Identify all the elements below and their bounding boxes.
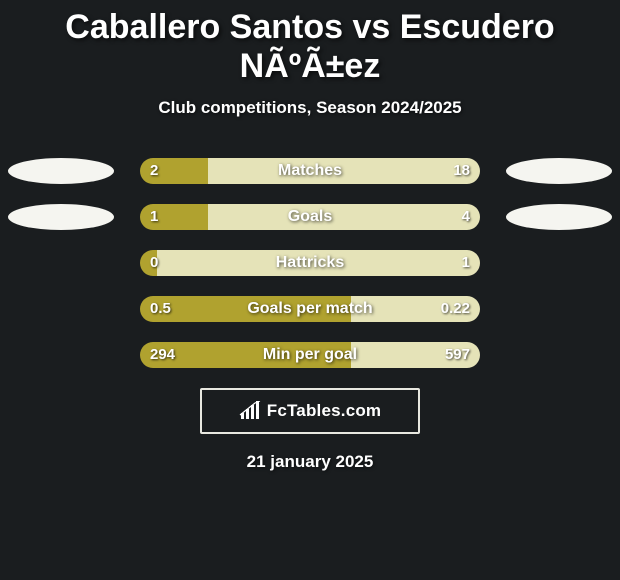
row-label: Hattricks [140, 250, 480, 276]
player-right-ellipse [506, 158, 612, 184]
stat-row: 218Matches [0, 158, 620, 184]
page-title: Caballero Santos vs Escudero NÃºÃ±ez [0, 8, 620, 86]
player-left-ellipse [8, 158, 114, 184]
bar-chart-icon [239, 401, 261, 421]
row-label: Goals [140, 204, 480, 230]
snapshot-date: 21 january 2025 [0, 452, 620, 472]
stat-row: 01Hattricks [0, 250, 620, 276]
subtitle: Club competitions, Season 2024/2025 [0, 98, 620, 118]
stat-row: 0.50.22Goals per match [0, 296, 620, 322]
row-label: Min per goal [140, 342, 480, 368]
comparison-rows: 218Matches 14Goals 01Hattricks 0.50.22Goals… [0, 158, 620, 368]
row-label: Matches [140, 158, 480, 184]
player-left-ellipse [8, 204, 114, 230]
row-label: Goals per match [140, 296, 480, 322]
stat-row: 294597Min per goal [0, 342, 620, 368]
branding-badge[interactable]: FcTables.com [200, 388, 420, 434]
player-right-ellipse [506, 204, 612, 230]
comparison-infographic: Caballero Santos vs Escudero NÃºÃ±ez Clu… [0, 8, 620, 580]
stat-row: 14Goals [0, 204, 620, 230]
branding-text: FcTables.com [267, 401, 382, 421]
